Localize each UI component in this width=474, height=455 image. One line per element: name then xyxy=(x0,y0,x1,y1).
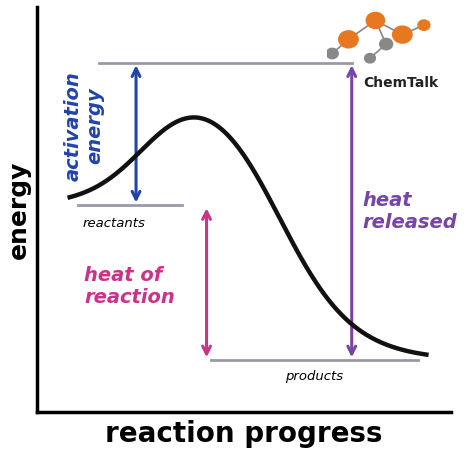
Text: ChemTalk: ChemTalk xyxy=(364,76,439,90)
Y-axis label: energy: energy xyxy=(7,160,31,258)
Text: heat
released: heat released xyxy=(362,191,457,232)
Text: heat of
reaction: heat of reaction xyxy=(84,266,175,307)
Text: activation
energy: activation energy xyxy=(64,71,105,181)
Text: products: products xyxy=(285,370,344,383)
X-axis label: reaction progress: reaction progress xyxy=(105,420,383,448)
Text: reactants: reactants xyxy=(82,217,145,230)
